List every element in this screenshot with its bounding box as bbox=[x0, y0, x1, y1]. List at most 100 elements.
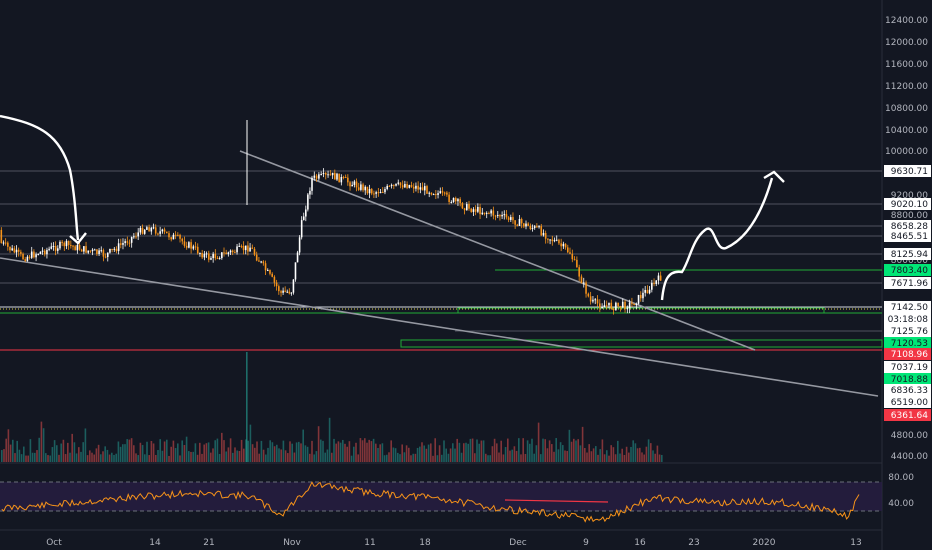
candle-body bbox=[619, 305, 622, 308]
volume-bar bbox=[509, 450, 511, 462]
volume-bar bbox=[249, 424, 252, 462]
volume-bar bbox=[258, 453, 260, 462]
volume-bar bbox=[551, 444, 553, 462]
volume-bar bbox=[73, 442, 76, 462]
volume-bar bbox=[493, 438, 496, 462]
candle-body bbox=[525, 223, 527, 227]
candle-body bbox=[653, 282, 655, 284]
candle-body bbox=[273, 276, 276, 283]
price-tick-label: 12000.00 bbox=[885, 38, 928, 48]
volume-bar bbox=[432, 455, 434, 462]
volume-bar bbox=[260, 440, 263, 462]
candle-body bbox=[168, 233, 170, 238]
price-tag-label: 7671.96 bbox=[891, 279, 928, 289]
candle-body bbox=[459, 199, 461, 204]
volume-bar bbox=[555, 438, 557, 462]
candle-body bbox=[20, 251, 22, 254]
price-tick-label: 10400.00 bbox=[885, 126, 928, 136]
volume-bar bbox=[381, 443, 384, 462]
volume-bar bbox=[502, 454, 505, 462]
support-zone-upper[interactable] bbox=[457, 307, 825, 314]
volume-bar bbox=[575, 440, 577, 462]
support-zone-lower[interactable] bbox=[400, 339, 883, 348]
candle-body bbox=[190, 242, 192, 249]
volume-bar bbox=[544, 439, 546, 462]
resistance-trendline[interactable] bbox=[239, 150, 756, 351]
candle-body bbox=[302, 216, 305, 221]
candle-body bbox=[115, 248, 118, 252]
volume-bar bbox=[388, 452, 390, 462]
candle-body bbox=[576, 259, 578, 268]
volume-bar bbox=[192, 451, 194, 462]
volume-bar bbox=[300, 443, 302, 462]
volume-bar bbox=[603, 454, 606, 462]
candle-body bbox=[264, 263, 267, 271]
volume-bar bbox=[586, 452, 588, 462]
candle-body bbox=[139, 227, 142, 233]
candle-body bbox=[388, 185, 391, 187]
volume-bar bbox=[331, 452, 333, 462]
volume-bar bbox=[265, 454, 267, 462]
candle-body bbox=[578, 267, 580, 277]
volume-bar bbox=[658, 454, 661, 462]
volume-bar bbox=[595, 446, 597, 462]
volume-bar bbox=[89, 450, 91, 462]
volume-bar bbox=[119, 446, 122, 462]
candle-body bbox=[540, 226, 543, 236]
volume-bar bbox=[309, 453, 311, 462]
candle-body bbox=[231, 250, 234, 253]
volume-bar bbox=[7, 429, 10, 462]
volume-bar bbox=[267, 447, 269, 462]
candle-body bbox=[159, 231, 161, 234]
chart-pane[interactable] bbox=[0, 0, 882, 462]
projection-path[interactable] bbox=[660, 177, 774, 301]
rsi-divergence-line[interactable] bbox=[504, 499, 609, 503]
volume-bar bbox=[460, 452, 463, 462]
volume-bar bbox=[262, 449, 265, 462]
volume-bar bbox=[577, 439, 579, 462]
volume-bar bbox=[645, 446, 648, 462]
price-tag-label: 6519.00 bbox=[891, 398, 928, 408]
volume-bar bbox=[361, 440, 364, 462]
candle-body bbox=[296, 252, 299, 263]
candle-body bbox=[109, 248, 111, 253]
volume-bar bbox=[166, 439, 168, 462]
candle-body bbox=[395, 183, 397, 186]
candle-body bbox=[48, 248, 50, 250]
volume-bar bbox=[408, 447, 410, 462]
drawn-arrow-path[interactable] bbox=[0, 114, 80, 241]
candle-body bbox=[635, 303, 638, 306]
candle-body bbox=[401, 185, 404, 188]
candle-body bbox=[355, 181, 358, 188]
candle-body bbox=[284, 290, 286, 292]
candle-body bbox=[208, 253, 210, 260]
volume-bar bbox=[293, 452, 296, 462]
candle-body bbox=[362, 184, 364, 191]
candle-body bbox=[253, 248, 256, 255]
support-trendline[interactable] bbox=[0, 257, 879, 397]
candle-body bbox=[527, 223, 529, 226]
volume-bar bbox=[412, 453, 414, 462]
price-tag-label: 9020.10 bbox=[891, 200, 928, 210]
volume-bar bbox=[476, 439, 478, 462]
volume-bar bbox=[247, 440, 249, 462]
volume-bar bbox=[489, 455, 491, 462]
candle-body bbox=[580, 276, 583, 284]
candle-body bbox=[117, 243, 120, 252]
volume-bar bbox=[124, 444, 126, 462]
volume-bar bbox=[45, 453, 47, 462]
candle-body bbox=[170, 237, 173, 240]
candle-body bbox=[551, 239, 554, 242]
volume-bar bbox=[212, 448, 214, 462]
volume-bar bbox=[652, 450, 654, 462]
volume-bar bbox=[78, 447, 80, 462]
price-tag bbox=[884, 198, 931, 210]
candle-body bbox=[223, 252, 225, 254]
candle-body bbox=[617, 302, 619, 306]
volume-bar bbox=[95, 448, 98, 462]
rsi-band bbox=[0, 482, 882, 511]
candle-body bbox=[338, 173, 340, 183]
price-tick-label: 10000.00 bbox=[885, 147, 928, 157]
